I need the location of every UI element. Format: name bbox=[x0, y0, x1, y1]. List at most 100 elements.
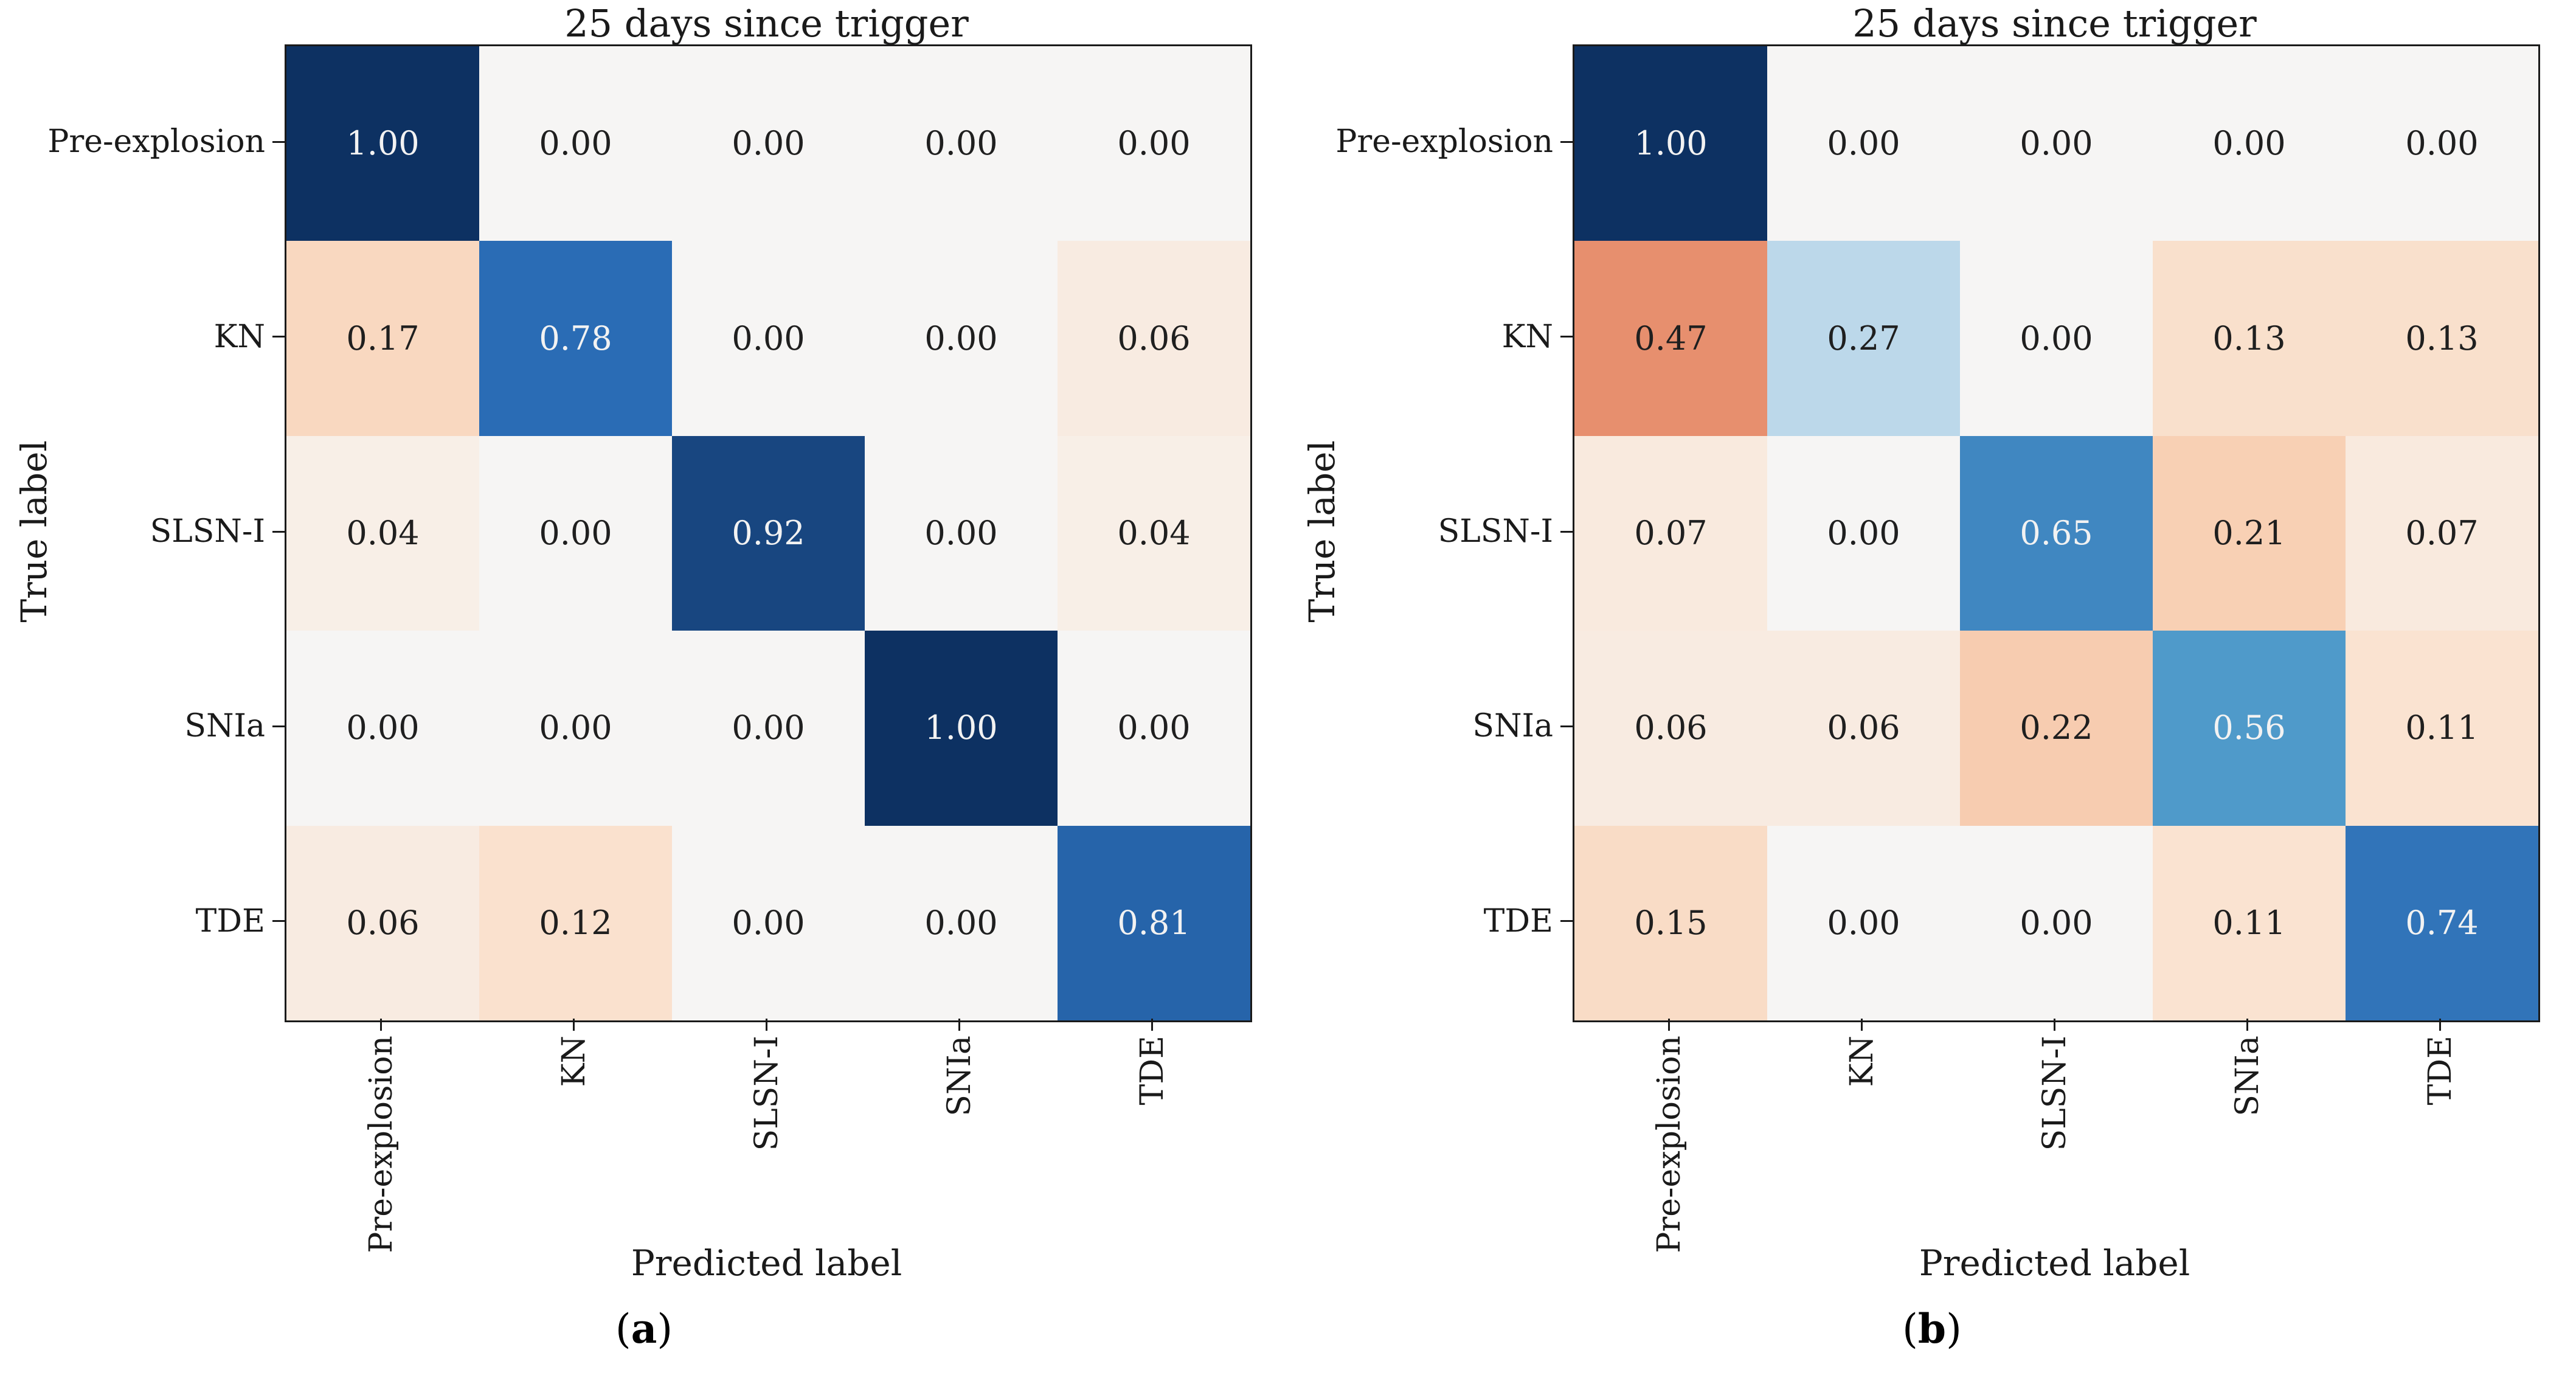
heatmap-cell: 0.65 bbox=[1960, 435, 2153, 631]
y-tick-label: KN bbox=[213, 318, 265, 355]
cell-value: 0.81 bbox=[1117, 903, 1191, 942]
cell-value: 0.00 bbox=[2020, 124, 2093, 163]
caption-letter: b bbox=[1917, 1305, 1947, 1352]
cell-value: 0.12 bbox=[539, 903, 612, 942]
x-tick-label: SNIa bbox=[935, 1036, 984, 1279]
y-tick-mark bbox=[272, 140, 285, 143]
cell-value: 0.00 bbox=[1117, 708, 1191, 747]
x-tick-mark bbox=[766, 1019, 767, 1031]
heatmap-cell: 0.81 bbox=[1058, 825, 1250, 1020]
heatmap-cell: 0.78 bbox=[479, 241, 672, 436]
cell-value: 0.21 bbox=[2212, 513, 2286, 552]
caption-paren-close: ) bbox=[1946, 1306, 1962, 1352]
cell-value: 0.00 bbox=[539, 513, 612, 552]
x-axis-label: Predicted label bbox=[1919, 1242, 2190, 1284]
heatmap-cell: 0.00 bbox=[672, 631, 865, 826]
plot-title: 25 days since trigger bbox=[564, 1, 969, 46]
cell-value: 0.00 bbox=[2020, 903, 2093, 942]
heatmap-cell: 0.06 bbox=[286, 825, 479, 1020]
heatmap-cell: 0.00 bbox=[865, 825, 1058, 1020]
y-tick-label: Pre-explosion bbox=[47, 123, 265, 161]
cell-value: 0.65 bbox=[2020, 513, 2093, 552]
x-tick-mark bbox=[1668, 1019, 1670, 1031]
y-tick-mark bbox=[1560, 336, 1573, 338]
heatmap-cell: 0.00 bbox=[672, 825, 865, 1020]
heatmap-cell: 0.06 bbox=[1058, 241, 1250, 436]
x-tick-label-text: Pre-explosion bbox=[362, 1036, 400, 1253]
heatmap-cell: 0.00 bbox=[1960, 825, 2153, 1020]
caption-paren-open: ( bbox=[1902, 1306, 1918, 1352]
x-tick-label: Pre-explosion bbox=[1645, 1036, 1694, 1279]
heatmap-cell: 0.00 bbox=[479, 631, 672, 826]
heatmap-cell: 0.04 bbox=[1058, 435, 1250, 631]
cell-value: 0.00 bbox=[924, 903, 998, 942]
confusion-matrix-grid: 1.00 0.00 0.00 0.00 0.00 0.47 0.27 0.00 0.13 0.13… bbox=[1573, 44, 2540, 1022]
heatmap-cell: 0.00 bbox=[1960, 46, 2153, 241]
cell-value: 1.00 bbox=[346, 124, 420, 163]
cell-value: 0.00 bbox=[732, 708, 805, 747]
heatmap-cell: 0.00 bbox=[1767, 435, 1960, 631]
cell-value: 0.22 bbox=[2020, 708, 2093, 747]
heatmap-cell: 0.00 bbox=[865, 241, 1058, 436]
heatmap-cell: 0.56 bbox=[2153, 631, 2346, 826]
x-tick-mark bbox=[2054, 1019, 2055, 1031]
heatmap-cell: 0.04 bbox=[286, 435, 479, 631]
heatmap-cell: 0.00 bbox=[865, 435, 1058, 631]
cell-value: 0.92 bbox=[732, 513, 805, 552]
x-tick-label: SLSN-I bbox=[743, 1036, 791, 1279]
y-tick-mark bbox=[1560, 725, 1573, 727]
heatmap-cell: 0.00 bbox=[672, 241, 865, 436]
cell-value: 0.00 bbox=[732, 903, 805, 942]
x-tick-mark bbox=[1861, 1019, 1863, 1031]
cell-value: 0.00 bbox=[732, 124, 805, 163]
y-tick-label: SNIa bbox=[184, 708, 265, 745]
cell-value: 0.13 bbox=[2212, 319, 2286, 358]
heatmap-cell: 0.00 bbox=[479, 46, 672, 241]
heatmap-cell: 0.00 bbox=[865, 46, 1058, 241]
plot-title: 25 days since trigger bbox=[1852, 1, 2257, 46]
y-tick-mark bbox=[1560, 530, 1573, 533]
y-tick-label: SNIa bbox=[1472, 708, 1553, 745]
cell-value: 0.00 bbox=[732, 319, 805, 358]
heatmap-cell: 0.00 bbox=[2346, 46, 2538, 241]
x-tick-mark bbox=[573, 1019, 575, 1031]
cell-value: 0.17 bbox=[346, 319, 420, 358]
cell-value: 0.15 bbox=[1634, 903, 1708, 942]
cell-value: 0.00 bbox=[924, 319, 998, 358]
x-tick-label: TDE bbox=[2416, 1036, 2465, 1279]
heatmap-cell: 1.00 bbox=[865, 631, 1058, 826]
heatmap-cell: 0.92 bbox=[672, 435, 865, 631]
cell-value: 0.00 bbox=[539, 708, 612, 747]
cell-value: 0.00 bbox=[1827, 903, 1900, 942]
caption-paren-close: ) bbox=[657, 1306, 673, 1352]
cell-value: 0.13 bbox=[2405, 319, 2479, 358]
x-tick-label-text: Pre-explosion bbox=[1650, 1036, 1688, 1253]
heatmap-cell: 0.00 bbox=[479, 435, 672, 631]
cell-value: 0.56 bbox=[2212, 708, 2286, 747]
cell-value: 0.06 bbox=[1117, 319, 1191, 358]
x-tick-mark bbox=[2246, 1019, 2248, 1031]
heatmap-cell: 0.00 bbox=[1960, 241, 2153, 436]
panel-b: 25 days since trigger True label 1.00 0.0… bbox=[1288, 0, 2576, 1378]
cell-value: 0.11 bbox=[2405, 708, 2479, 747]
heatmap-cell: 0.00 bbox=[2153, 46, 2346, 241]
heatmap-cell: 0.06 bbox=[1574, 631, 1767, 826]
cell-value: 0.00 bbox=[924, 124, 998, 163]
x-tick-label-text: TDE bbox=[1134, 1036, 1171, 1106]
cell-value: 0.04 bbox=[346, 513, 420, 552]
x-tick-label: SLSN-I bbox=[2031, 1036, 2079, 1279]
x-tick-mark bbox=[380, 1019, 382, 1031]
y-tick-label: SLSN-I bbox=[1438, 513, 1553, 550]
heatmap-cell: 0.11 bbox=[2153, 825, 2346, 1020]
x-tick-label-text: KN bbox=[1843, 1036, 1880, 1087]
y-tick-mark bbox=[272, 920, 285, 923]
cell-value: 0.00 bbox=[539, 124, 612, 163]
heatmap-cell: 0.74 bbox=[2346, 825, 2538, 1020]
cell-value: 0.74 bbox=[2405, 903, 2479, 942]
x-tick-mark bbox=[958, 1019, 960, 1031]
y-tick-label: TDE bbox=[195, 902, 265, 940]
heatmap-cell: 0.00 bbox=[1058, 631, 1250, 826]
heatmap-cell: 0.12 bbox=[479, 825, 672, 1020]
y-tick-label: KN bbox=[1501, 318, 1553, 355]
